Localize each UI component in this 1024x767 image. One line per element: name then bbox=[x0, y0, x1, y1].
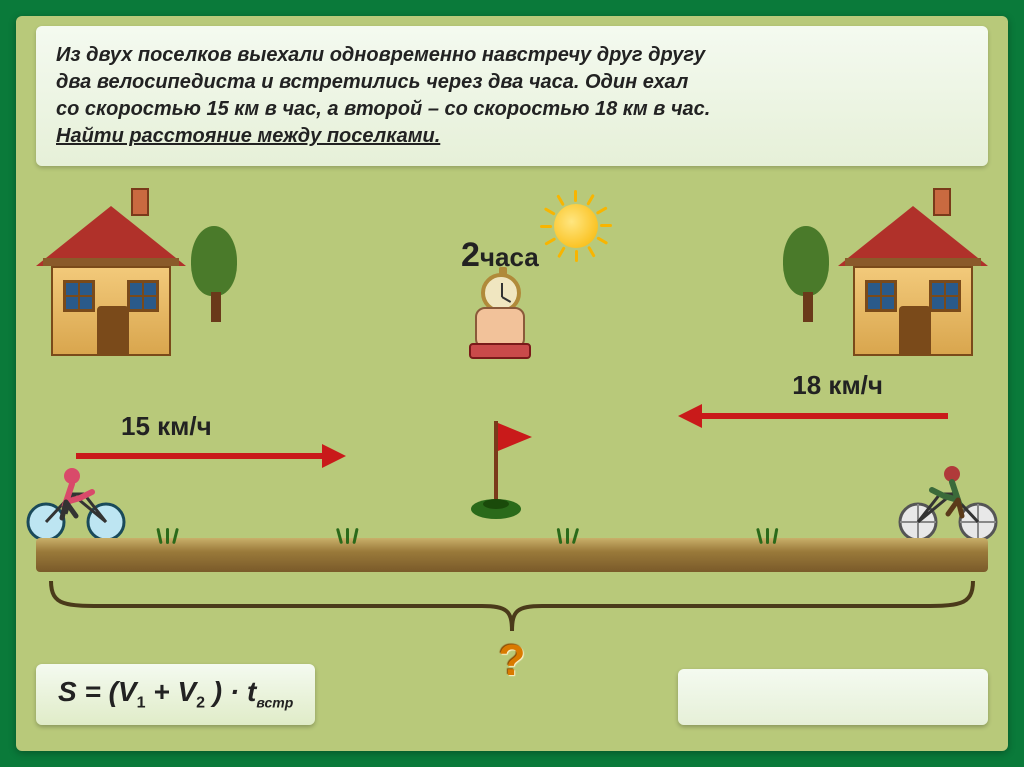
stopwatch-icon bbox=[465, 279, 535, 349]
problem-line-2: два велосипедиста и встретились через дв… bbox=[56, 69, 968, 96]
formula-box: S = (V1 + V2 ) · tвстр bbox=[36, 664, 315, 725]
speed-right-label: 18 км/ч bbox=[792, 370, 883, 401]
distance-question-mark: ? bbox=[499, 636, 526, 686]
meeting-time: 2часа bbox=[461, 236, 539, 349]
speed-left-label: 15 км/ч bbox=[121, 411, 212, 442]
meeting-flag-icon bbox=[494, 421, 521, 519]
problem-line-1: Из двух поселков выехали одновременно на… bbox=[56, 42, 968, 69]
cyclist-left-icon bbox=[22, 454, 132, 549]
cyclist-right-icon bbox=[892, 454, 1002, 549]
distance-brace-icon bbox=[46, 576, 978, 636]
tree-left-icon bbox=[191, 226, 241, 322]
house-right-icon bbox=[838, 206, 988, 356]
house-left-icon bbox=[36, 206, 186, 356]
tree-right-icon bbox=[783, 226, 833, 322]
answer-box bbox=[678, 669, 988, 725]
sun-icon bbox=[546, 196, 606, 256]
problem-text-box: Из двух поселков выехали одновременно на… bbox=[36, 26, 988, 166]
problem-line-3: со скоростью 15 км в час, а второй – со … bbox=[56, 96, 968, 123]
ground bbox=[36, 538, 988, 572]
problem-line-4: Найти расстояние между поселками. bbox=[56, 123, 968, 150]
slide-card: Из двух поселков выехали одновременно на… bbox=[16, 16, 1008, 751]
